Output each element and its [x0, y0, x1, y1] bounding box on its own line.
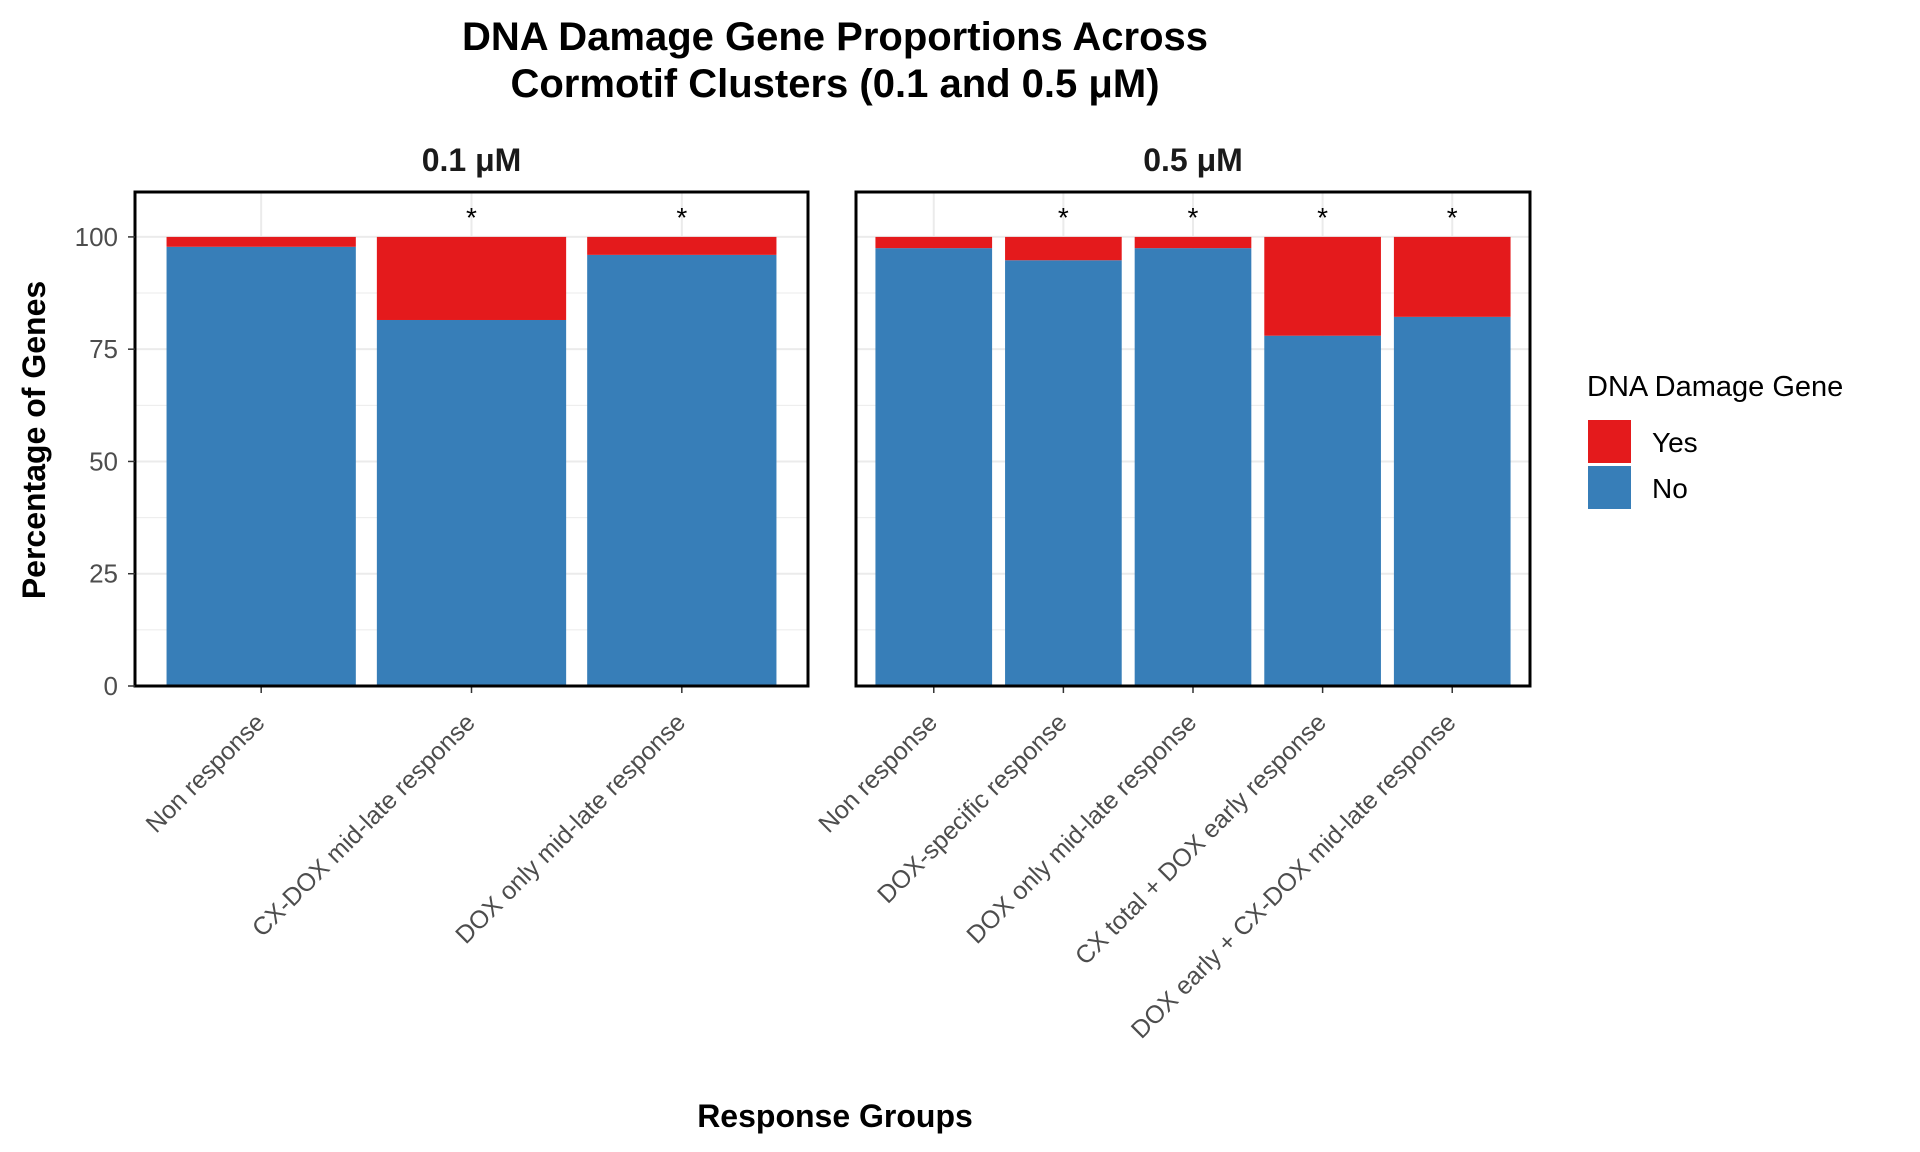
bar-segment-no	[1264, 335, 1381, 686]
bar-segment-no	[166, 246, 356, 686]
bar-segment-yes	[166, 236, 356, 247]
significance-marker: *	[1317, 202, 1328, 233]
significance-marker: *	[1447, 202, 1458, 233]
legend-label-yes: Yes	[1652, 427, 1698, 458]
bar-segment-no	[1393, 316, 1511, 686]
bar-segment-yes	[1134, 236, 1252, 249]
x-axis-label: Response Groups	[697, 1098, 973, 1134]
x-tick-label: CX-DOX mid-late response	[247, 708, 481, 942]
bar-segment-no	[1134, 248, 1252, 687]
significance-marker: *	[1058, 202, 1069, 233]
legend-swatch-yes	[1588, 420, 1631, 463]
legend-swatch-no	[1588, 466, 1631, 509]
panel-strip-label: 0.5 μM	[1143, 142, 1243, 178]
x-tick-label: CX total + DOX early response	[1070, 708, 1332, 970]
legend-title: DNA Damage Gene	[1587, 371, 1843, 403]
bar-segment-yes	[587, 236, 777, 255]
bar-segment-yes	[1005, 236, 1122, 261]
chart-title-line2: Cormotif Clusters (0.1 and 0.5 μM)	[510, 62, 1159, 106]
legend-label-no: No	[1652, 473, 1688, 504]
y-tick-label: 0	[104, 671, 118, 701]
panel-border	[854, 190, 1532, 688]
panels: 0.1 μM Non response * CX-DOX mid-late respo…	[75, 142, 1532, 1044]
bar-segment-yes	[1393, 236, 1511, 317]
chart-title: DNA Damage Gene Proportions Across	[462, 15, 1208, 59]
significance-marker: *	[466, 202, 477, 233]
x-tick-label: DOX only mid-late response	[961, 708, 1202, 949]
x-tick-label: Non response	[141, 708, 271, 838]
x-tick-label: DOX only mid-late response	[450, 708, 691, 949]
y-tick-label: 100	[75, 222, 118, 252]
y-tick-label: 50	[89, 446, 118, 476]
bar-segment-yes	[1264, 236, 1381, 336]
bar-segment-no	[376, 319, 567, 686]
panel-strip-label: 0.1 μM	[422, 142, 522, 178]
bar-segment-no	[587, 254, 777, 686]
bar-segment-no	[1005, 260, 1122, 686]
bar-segment-yes	[376, 236, 567, 320]
panel-border	[133, 190, 810, 688]
significance-marker: *	[676, 202, 687, 233]
y-tick-label: 75	[89, 334, 118, 364]
y-tick-label: 25	[89, 559, 118, 589]
bar-segment-no	[875, 248, 993, 687]
x-tick-label: Non response	[813, 708, 943, 838]
bar-segment-yes	[875, 236, 993, 249]
significance-marker: *	[1188, 202, 1199, 233]
y-axis-label: Percentage of Genes	[16, 281, 52, 599]
legend: DNA Damage Gene Yes No	[1587, 371, 1843, 509]
